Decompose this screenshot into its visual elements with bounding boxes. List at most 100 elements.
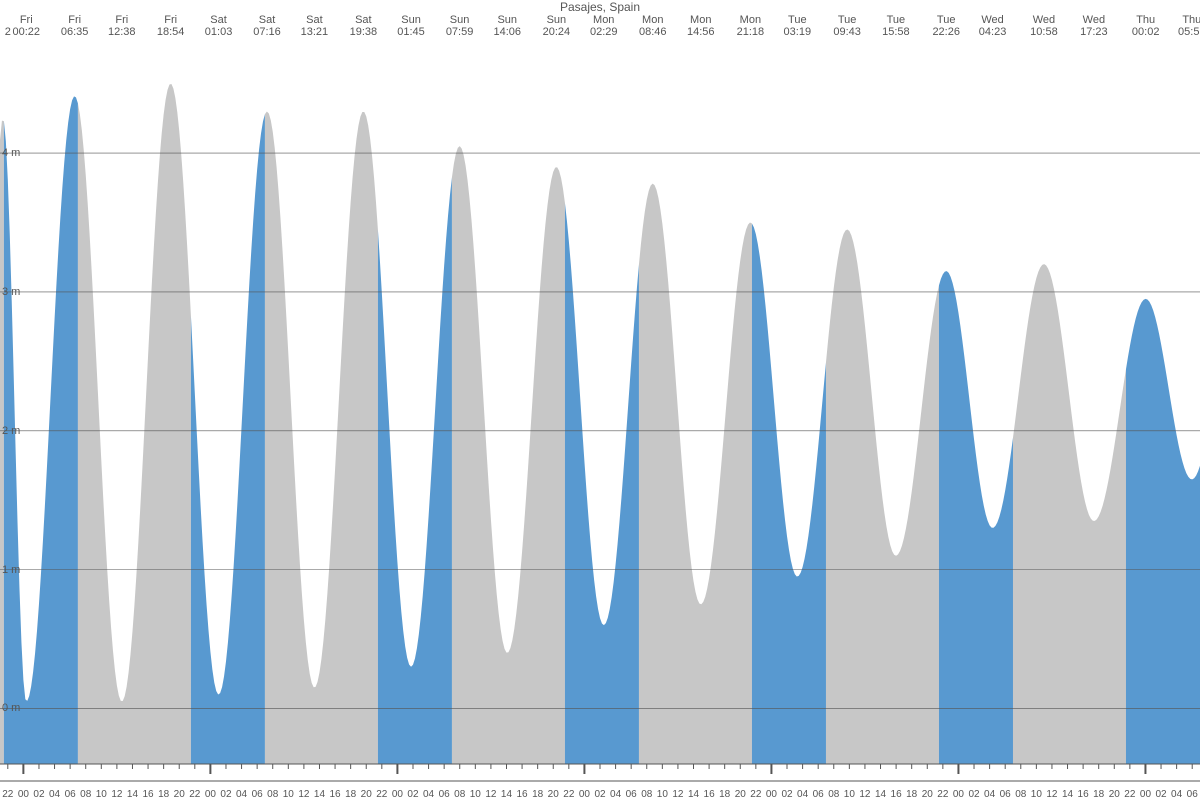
x-tick-label: 18: [906, 789, 917, 800]
x-tick-label: 20: [1109, 789, 1120, 800]
extreme-label: Wed10:58: [1019, 14, 1069, 38]
x-tick-label: 02: [594, 789, 605, 800]
extreme-label: Sun07:59: [435, 14, 485, 38]
x-tick-label: 06: [1000, 789, 1011, 800]
x-tick-label: 06: [626, 789, 637, 800]
x-tick-label: 08: [1015, 789, 1026, 800]
tide-area-day: [1013, 264, 1126, 764]
x-tick-label: 22: [189, 789, 200, 800]
extreme-label: Mon02:29: [579, 14, 629, 38]
x-tick-label: 04: [236, 789, 247, 800]
x-tick-label: 18: [719, 789, 730, 800]
x-tick-label: 14: [501, 789, 512, 800]
x-tick-label: 22: [376, 789, 387, 800]
x-tick-label: 12: [672, 789, 683, 800]
x-tick-label: 16: [142, 789, 153, 800]
extreme-label: Sun14:06: [482, 14, 532, 38]
tide-area-night: [1126, 299, 1200, 764]
y-tick-label: 4 m: [2, 147, 20, 159]
tide-area-day: [78, 84, 191, 764]
x-tick-label: 12: [859, 789, 870, 800]
x-tick-label: 14: [1062, 789, 1073, 800]
extreme-label: Fri00:22: [1, 14, 51, 38]
x-tick-label: 08: [641, 789, 652, 800]
x-tick-label: 00: [579, 789, 590, 800]
x-tick-label: 04: [1171, 789, 1182, 800]
tide-area-night: [752, 223, 826, 764]
x-tick-label: 08: [828, 789, 839, 800]
x-tick-label: 00: [205, 789, 216, 800]
extreme-label: Sat13:21: [289, 14, 339, 38]
x-tick-label: 10: [1031, 789, 1042, 800]
x-tick-label: 20: [922, 789, 933, 800]
x-tick-label: 04: [984, 789, 995, 800]
x-tick-label: 18: [1093, 789, 1104, 800]
x-tick-label: 04: [797, 789, 808, 800]
tide-area-day: [0, 121, 4, 764]
x-tick-label: 18: [345, 789, 356, 800]
x-tick-label: 16: [330, 789, 341, 800]
extreme-label: Sat19:38: [338, 14, 388, 38]
extreme-label: Mon21:18: [725, 14, 775, 38]
tide-area-day: [639, 184, 752, 764]
x-tick-label: 10: [657, 789, 668, 800]
extreme-label: Mon08:46: [628, 14, 678, 38]
x-tick-label: 20: [361, 789, 372, 800]
x-tick-label: 22: [937, 789, 948, 800]
extreme-label: Tue03:19: [772, 14, 822, 38]
tide-area-day: [452, 146, 565, 764]
extreme-label: Tue09:43: [822, 14, 872, 38]
x-tick-label: 00: [1140, 789, 1151, 800]
x-tick-label: 00: [392, 789, 403, 800]
x-tick-label: 16: [1078, 789, 1089, 800]
x-tick-label: 02: [407, 789, 418, 800]
tide-area-night: [939, 271, 1013, 764]
extreme-label: Mon14:56: [676, 14, 726, 38]
x-tick-label: 10: [283, 789, 294, 800]
x-tick-label: 02: [968, 789, 979, 800]
extreme-label: Tue22:26: [921, 14, 971, 38]
extreme-label: Tue15:58: [871, 14, 921, 38]
tide-area-day: [826, 229, 939, 764]
x-tick-label: 02: [1155, 789, 1166, 800]
x-tick-label: 14: [688, 789, 699, 800]
x-tick-label: 16: [517, 789, 528, 800]
x-tick-label: 12: [111, 789, 122, 800]
extreme-label: Wed17:23: [1069, 14, 1119, 38]
x-tick-label: 18: [158, 789, 169, 800]
extreme-label: Fri06:35: [50, 14, 100, 38]
y-tick-label: 0 m: [2, 702, 20, 714]
x-tick-label: 04: [610, 789, 621, 800]
y-tick-label: 3 m: [2, 286, 20, 298]
tide-svg: [0, 42, 1200, 782]
x-tick-label: 08: [454, 789, 465, 800]
x-tick-label: 00: [953, 789, 964, 800]
x-tick-label: 12: [485, 789, 496, 800]
x-axis-hour-labels: 22 00 02 04 06 08 10 12 14 16 18 20 22 00 02 04 06 08 10 12…: [0, 782, 1200, 800]
extreme-label: Wed04:23: [968, 14, 1018, 38]
x-tick-label: 22: [2, 789, 13, 800]
extreme-label: Sat07:16: [242, 14, 292, 38]
x-tick-label: 14: [314, 789, 325, 800]
x-tick-label: 10: [470, 789, 481, 800]
extreme-label: Thu00:02: [1121, 14, 1171, 38]
x-tick-label: 08: [80, 789, 91, 800]
y-tick-label: 1 m: [2, 564, 20, 576]
extreme-label: Sat01:03: [194, 14, 244, 38]
x-tick-label: 06: [813, 789, 824, 800]
x-tick-label: 02: [781, 789, 792, 800]
extreme-label: Fri12:38: [97, 14, 147, 38]
x-tick-label: 06: [439, 789, 450, 800]
x-tick-label: 12: [298, 789, 309, 800]
x-tick-label: 22: [750, 789, 761, 800]
tide-area-day: [265, 111, 378, 764]
x-tick-label: 04: [49, 789, 60, 800]
tide-area-night: [378, 177, 452, 764]
x-tick-label: 16: [891, 789, 902, 800]
tide-chart: Pasajes, Spain 2Fri00:22Fri06:35Fri12:38…: [0, 0, 1200, 800]
x-tick-label: 08: [267, 789, 278, 800]
x-tick-label: 20: [548, 789, 559, 800]
x-tick-label: 14: [875, 789, 886, 800]
x-tick-label: 20: [735, 789, 746, 800]
x-tick-label: 22: [1124, 789, 1135, 800]
